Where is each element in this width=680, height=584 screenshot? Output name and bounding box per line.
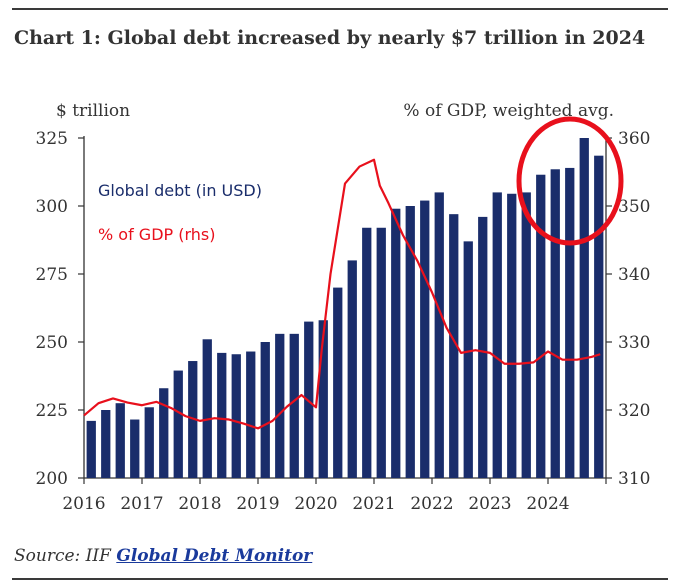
- debt-bar: [478, 216, 488, 478]
- debt-bar: [391, 208, 401, 478]
- left-tick-label: 300: [36, 197, 68, 217]
- debt-bar: [347, 260, 357, 478]
- right-tick-label: 320: [618, 401, 650, 421]
- left-tick-label: 225: [36, 401, 68, 421]
- plot-area: 200 225 250 275 300 325 310 320 330 340 350 360 2016…: [36, 129, 651, 514]
- x-tick-label: 2022: [410, 494, 453, 514]
- debt-bar: [405, 206, 415, 478]
- x-tick-label: 2016: [62, 494, 105, 514]
- debt-bar: [202, 339, 212, 478]
- debt-bar: [521, 192, 531, 478]
- debt-bar: [289, 333, 299, 478]
- legend-debt: Global debt (in USD): [98, 181, 262, 200]
- source-line: Source: IIF Global Debt Monitor: [14, 546, 312, 566]
- debt-bar: [550, 169, 560, 478]
- debt-bar: [492, 192, 502, 478]
- right-axis-label: % of GDP, weighted avg.: [403, 101, 614, 121]
- debt-bar: [217, 352, 227, 478]
- x-tick-label: 2021: [352, 494, 395, 514]
- x-tick-label: 2018: [178, 494, 221, 514]
- debt-bar: [565, 167, 575, 479]
- debt-bar: [463, 241, 473, 478]
- left-axis-label: $ trillion: [56, 101, 130, 121]
- x-tick-label: 2024: [526, 494, 569, 514]
- source-link[interactable]: Global Debt Monitor: [116, 546, 313, 566]
- right-tick-label: 310: [618, 469, 650, 489]
- debt-bar: [449, 214, 459, 478]
- debt-bar: [333, 287, 343, 478]
- debt-bar: [579, 138, 589, 478]
- debt-bar: [101, 410, 111, 478]
- legend-gdp: % of GDP (rhs): [98, 225, 216, 244]
- x-tick-label: 2017: [120, 494, 163, 514]
- debt-bar: [246, 351, 256, 478]
- source-prefix: Source: IIF: [14, 546, 117, 566]
- bottom-rule: [12, 578, 668, 580]
- debt-bar: [434, 192, 444, 478]
- debt-bar: [260, 342, 270, 478]
- debt-bar: [362, 227, 372, 478]
- right-tick-label: 350: [618, 197, 650, 217]
- debt-bar: [275, 333, 285, 478]
- top-rule: [12, 8, 668, 10]
- debt-bar: [144, 407, 154, 478]
- left-tick-label: 275: [36, 265, 68, 285]
- debt-bar: [115, 403, 125, 478]
- right-tick-label: 360: [618, 129, 650, 149]
- debt-bar: [130, 419, 140, 478]
- left-tick-label: 250: [36, 333, 68, 353]
- debt-bar: [86, 420, 96, 478]
- debt-bar: [231, 354, 241, 478]
- right-tick-label: 340: [618, 265, 650, 285]
- debt-bar: [318, 320, 328, 478]
- right-tick-label: 330: [618, 333, 650, 353]
- highlight-circle: [516, 116, 624, 246]
- debt-bar: [507, 193, 517, 478]
- debt-bar: [420, 200, 430, 478]
- chart-title: Chart 1: Global debt increased by nearly…: [14, 27, 646, 49]
- gdp-ratio-line: [83, 158, 601, 430]
- x-tick-label: 2023: [468, 494, 511, 514]
- left-tick-label: 325: [36, 129, 68, 149]
- left-tick-label: 200: [36, 469, 68, 489]
- debt-bar: [173, 370, 183, 478]
- debt-bar: [594, 155, 604, 478]
- debt-bar: [536, 174, 546, 478]
- x-tick-label: 2020: [294, 494, 337, 514]
- x-tick-label: 2019: [236, 494, 279, 514]
- debt-bar: [376, 227, 386, 478]
- debt-bar: [159, 388, 169, 478]
